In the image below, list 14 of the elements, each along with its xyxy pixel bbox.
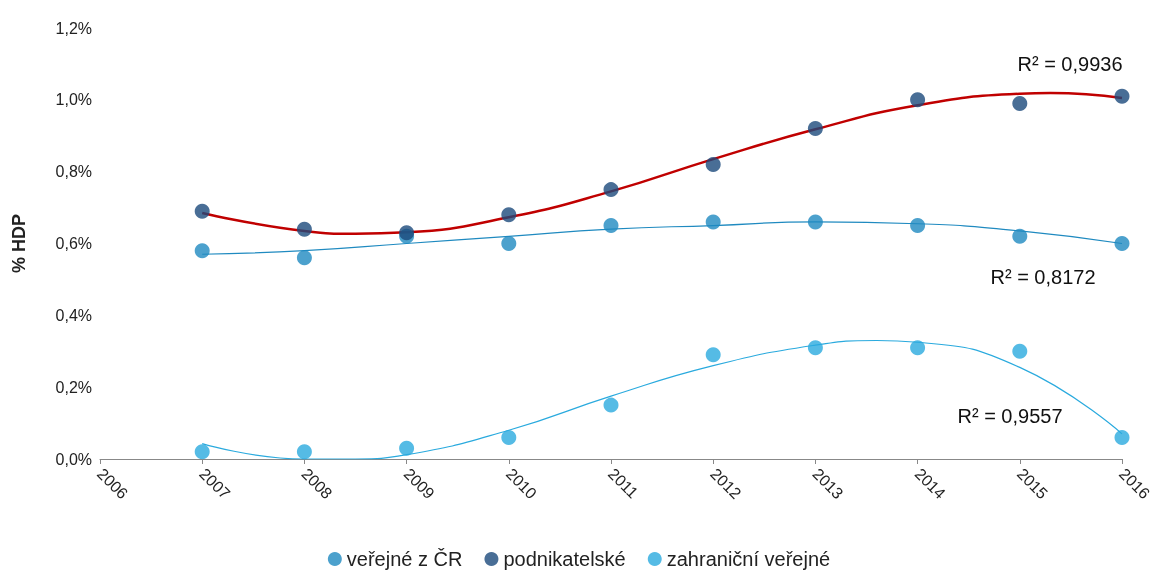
legend-label: veřejné z ČR: [346, 548, 463, 570]
y-tick-label: 0,0%: [55, 450, 92, 468]
y-tick-label: 0,2%: [55, 378, 92, 396]
annotation: R² = 0,9557: [957, 405, 1063, 427]
y-tick-label: 1,2%: [55, 19, 92, 37]
legend-label: podnikatelské: [503, 548, 626, 570]
y-tick-label: 0,4%: [55, 306, 92, 324]
annotation: R² = 0,8172: [990, 266, 1096, 288]
y-tick-label: 1,0%: [55, 91, 92, 109]
y-tick-label: 0,8%: [55, 163, 92, 181]
y-tick-label: 0,6%: [55, 235, 92, 252]
annotation: R² = 0,9936: [1017, 53, 1123, 75]
legend-label: zahraniční veřejné: [666, 548, 831, 570]
y-axis-title: % HDP: [9, 213, 29, 274]
